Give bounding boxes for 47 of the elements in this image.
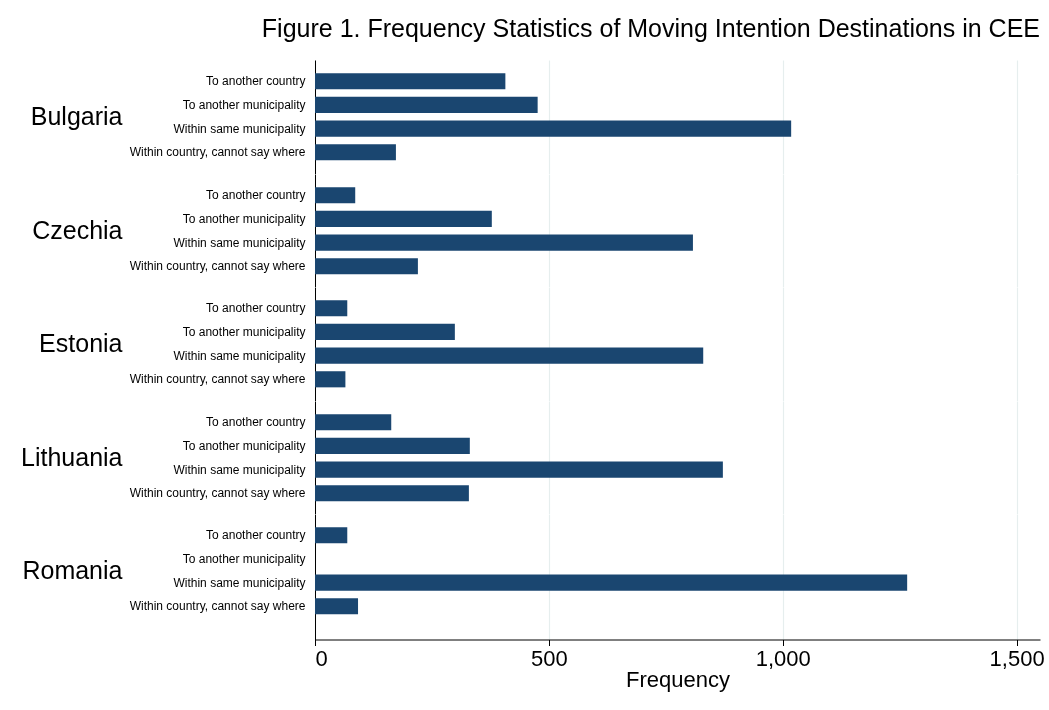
y-tick-label: Within same municipality	[173, 462, 306, 477]
bar	[315, 484, 469, 501]
bar	[315, 210, 492, 227]
x-axis-title: Frequency	[626, 667, 730, 692]
y-tick-label: Within same municipality	[173, 348, 306, 363]
bar	[315, 323, 455, 340]
bar	[315, 300, 348, 317]
bar	[315, 120, 792, 137]
bar	[315, 461, 723, 478]
y-tick-label: To another municipality	[182, 551, 306, 566]
y-axis-title: Czechia	[32, 215, 123, 244]
y-tick-label: Within country, cannot say where	[129, 258, 306, 273]
bar	[315, 73, 506, 90]
y-tick-label: Within country, cannot say where	[129, 599, 306, 614]
y-axis-title: Estonia	[39, 329, 123, 358]
y-tick-label: Within country, cannot say where	[129, 145, 306, 160]
y-tick-label: Within same municipality	[173, 121, 306, 136]
bar	[315, 186, 356, 203]
y-tick-label: To another country	[206, 74, 306, 89]
y-tick-label: Within country, cannot say where	[129, 372, 306, 387]
y-tick-label: Within same municipality	[173, 575, 306, 590]
bar	[315, 96, 538, 113]
y-tick-label: To another country	[206, 301, 306, 316]
y-tick-label: To another municipality	[182, 97, 306, 112]
y-tick-label: To another municipality	[182, 324, 306, 339]
y-tick-label: To another country	[206, 414, 306, 429]
y-tick-label: To another country	[206, 187, 306, 202]
bar	[315, 257, 418, 274]
y-tick-label: Within country, cannot say where	[129, 485, 306, 500]
y-tick-label: To another country	[206, 528, 306, 543]
y-axis-title: Romania	[22, 556, 123, 585]
y-tick-label: Within same municipality	[173, 235, 306, 250]
x-tick-label: 0	[315, 646, 328, 671]
bar	[315, 234, 693, 251]
x-tick-label: 1,500	[989, 646, 1045, 671]
y-tick-label: To another municipality	[182, 438, 306, 453]
x-tick-label: 1,000	[755, 646, 811, 671]
bar	[315, 437, 470, 454]
y-axis-title: Bulgaria	[30, 102, 123, 131]
x-tick-label: 500	[531, 646, 568, 671]
bar	[315, 413, 392, 430]
chart-title: Figure 1. Frequency Statistics of Moving Intention Destinations in CEE	[261, 14, 1040, 42]
bar	[315, 371, 346, 388]
bar	[315, 144, 396, 161]
bar	[315, 347, 704, 364]
y-tick-label: To another municipality	[182, 211, 306, 226]
y-axis-title: Lithuania	[21, 442, 123, 471]
